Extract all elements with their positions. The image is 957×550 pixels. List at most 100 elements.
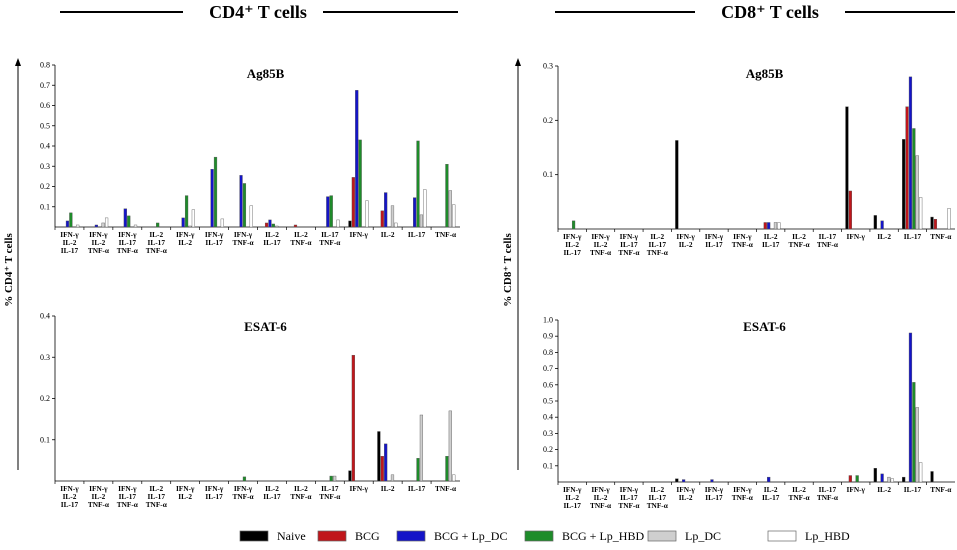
cd4-esat6-category-label: IFN-γ IL-2 TNF-α xyxy=(88,484,109,509)
cd4-ag85b-bar xyxy=(69,212,73,228)
legend-swatch xyxy=(647,530,677,542)
legend-swatch xyxy=(396,530,426,542)
cd4-ag85b-y-tick-label: 0.4 xyxy=(40,142,50,151)
left-panel-heading: CD4⁺ T cells xyxy=(209,2,307,22)
cd4-ag85b-bar xyxy=(104,217,109,228)
cd4-ag85b-bar xyxy=(188,225,192,228)
legend: Naive BCG BCG + Lp_DC BCG + Lp_HBD Lp_DC Lp_H… xyxy=(239,529,850,543)
cd4-ag85b-title: Ag85B xyxy=(247,66,285,81)
cd4-ag85b-bar xyxy=(355,90,359,228)
cd4-esat6-category-label: IL-17 xyxy=(408,484,426,493)
cd8-esat6-category-label: IFN-γ IL-17 TNF-α xyxy=(618,485,639,510)
cd4-ag85b-category-label: IFN-γ IL-17 TNF-α xyxy=(117,230,138,255)
cd8-ag85b-category-label: IL-17 xyxy=(904,232,922,241)
cd4-ag85b-bar xyxy=(76,224,80,228)
legend-label: Lp_HBD xyxy=(805,529,850,543)
cd8-ag85b-bar xyxy=(908,76,913,230)
cd4-esat6-bar xyxy=(416,458,420,482)
cd4-esat6-bar xyxy=(351,354,355,482)
cd4-ag85b-category-label: IFN-γ TNF-α xyxy=(232,230,253,247)
cd8-esat6-bar xyxy=(873,468,877,483)
cd4-ag85b-bar xyxy=(394,222,398,228)
cd8-ag85b-y-tick-label: 0.3 xyxy=(543,62,553,71)
cd4-ag85b-bar xyxy=(365,200,369,228)
cd4-ag85b-bar xyxy=(242,183,247,228)
left-outer-axis-arrow xyxy=(15,58,21,66)
cd8-esat6-category-label: IL-2 IL-17 xyxy=(762,485,780,502)
cd8-ag85b-bar xyxy=(777,222,781,230)
cd4-esat6-bar xyxy=(419,414,424,482)
cd8-ag85b-category-label: IL-17 TNF-α xyxy=(817,232,838,249)
cd4-ag85b-bar xyxy=(264,222,269,228)
cd8-ag85b-bar xyxy=(933,219,938,230)
cd8-esat6-category-label: IL-2 xyxy=(877,485,891,494)
cd4-ag85b-bar xyxy=(358,139,362,228)
cd4-ag85b-category-label: IL-2 TNF-α xyxy=(290,230,311,247)
cd4-ag85b-bar xyxy=(275,225,279,228)
cd4-ag85b-category-label: IL-17 xyxy=(408,230,426,239)
cd4-ag85b-bar xyxy=(123,208,127,228)
cd4-ag85b-y-tick-label: 0.1 xyxy=(40,202,50,211)
right-y-axis-label: % CD8⁺ T cells xyxy=(502,233,514,307)
cd4-ag85b-category-label: IL-2 IL-17 TNF-α xyxy=(146,230,167,255)
cd8-ag85b-category-label: TNF-α xyxy=(930,232,951,241)
cd8-ag85b-bar xyxy=(902,139,906,230)
cd4-ag85b-bar xyxy=(452,204,456,228)
cd4-esat6-category-label: IL-17 TNF-α xyxy=(319,484,340,501)
cd8-esat6-category-label: TNF-α xyxy=(930,485,951,494)
cd4-ag85b-bar xyxy=(210,169,214,228)
cd8-esat6-bar xyxy=(930,471,934,483)
legend-label: BCG + Lp_DC xyxy=(434,529,507,543)
cd4-esat6-bar xyxy=(329,475,333,482)
cd4-ag85b-bar xyxy=(94,224,98,228)
cd8-ag85b-bar xyxy=(947,208,951,230)
cd4-ag85b-category-label: IFN-γ xyxy=(350,230,369,239)
cd4-ag85b-y-tick-label: 0.3 xyxy=(40,162,50,171)
cd4-esat6-bar xyxy=(448,410,452,482)
cd8-esat6-y-tick-label: 0.1 xyxy=(543,461,553,470)
cd4-esat6-bar xyxy=(445,456,449,482)
cd8-esat6-bar xyxy=(919,462,923,483)
cd4-esat6-category-label: IFN-γ IL-17 xyxy=(205,484,224,501)
cd4-esat6-bar xyxy=(380,456,384,482)
cd8-ag85b-category-label: IFN-γ IL-2 IL-17 xyxy=(563,232,582,257)
cd4-ag85b-bar xyxy=(156,222,160,228)
cd8-esat6-bar xyxy=(902,476,906,483)
cd4-esat6-bar xyxy=(452,474,456,482)
cd4-esat6-bar xyxy=(348,470,352,482)
cd4-ag85b-bar xyxy=(127,215,131,228)
cd8-esat6-y-tick-label: 0.5 xyxy=(543,397,553,406)
cd4-ag85b-bar xyxy=(390,205,395,228)
cd4-ag85b-category-label: IFN-γ IL-2 IL-17 xyxy=(60,230,79,255)
cd4-esat6-category-label: IFN-γ IL-2 xyxy=(176,484,195,501)
cd4-ag85b-category-label: IL-17 TNF-α xyxy=(319,230,340,247)
cd4-ag85b-bar xyxy=(413,197,417,228)
cd8-esat6-category-label: IFN-γ IL-2 TNF-α xyxy=(590,485,611,510)
legend-label: BCG xyxy=(355,529,380,543)
cd4-esat6-category-label: IFN-γ TNF-α xyxy=(232,484,253,501)
cd4-ag85b-bar xyxy=(65,220,70,228)
cd8-ag85b-bar xyxy=(880,220,884,230)
cd8-ag85b-category-label: IFN-γ IL-17 xyxy=(705,232,724,249)
cd4-ag85b-bar xyxy=(249,205,253,228)
cd8-esat6-bar xyxy=(855,475,859,483)
cd8-esat6-y-tick-label: 0.2 xyxy=(543,445,553,454)
cd4-esat6-y-tick-label: 0.1 xyxy=(40,435,50,444)
right-panel-heading: CD8⁺ T cells xyxy=(721,2,819,22)
cd4-esat6-category-label: IL-2 TNF-α xyxy=(290,484,311,501)
cd4-esat6-category-label: IL-2 IL-17 TNF-α xyxy=(146,484,167,509)
cd4-ag85b-category-label: IFN-γ IL-2 xyxy=(176,230,195,247)
cd4-ag85b-y-tick-label: 0.5 xyxy=(40,121,50,130)
cd4-ag85b-bar xyxy=(133,224,138,228)
cd4-ag85b-bar xyxy=(351,177,355,228)
cd8-ag85b-y-tick-label: 0.1 xyxy=(543,170,553,179)
cd8-esat6-bar xyxy=(710,479,714,483)
cd4-esat6-bar xyxy=(377,431,381,482)
cd8-esat6-y-tick-label: 0.3 xyxy=(543,429,553,438)
cd8-esat6-bar xyxy=(908,332,913,483)
cd8-ag85b-bar xyxy=(919,197,923,230)
cd8-esat6-bar xyxy=(890,478,894,483)
cd8-ag85b-bar xyxy=(873,215,877,230)
